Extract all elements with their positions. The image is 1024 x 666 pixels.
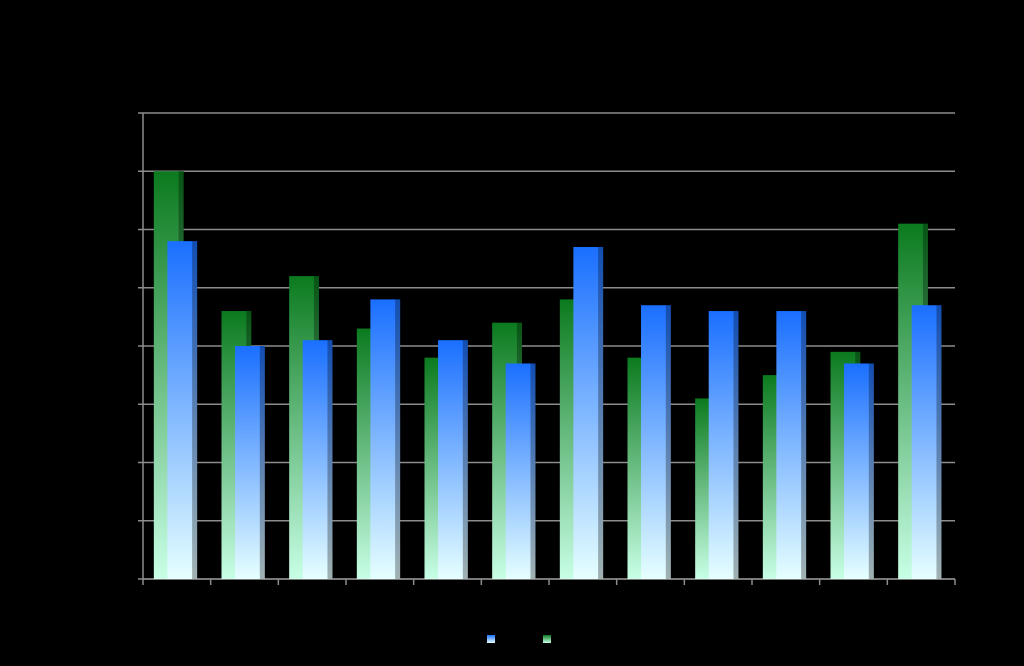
bar [641,305,671,579]
bar-side [327,340,333,579]
bar [235,346,265,579]
legend-marker [543,635,551,643]
bar [911,305,942,579]
bar [708,311,739,579]
bar [573,246,604,579]
bar-side [530,363,536,579]
bar-side [192,241,198,579]
bar-side [868,363,874,579]
bar-side [598,246,604,579]
bar [844,363,874,579]
bar-side [665,305,671,579]
bar-side [259,346,265,579]
bar-side [395,299,401,579]
bar [505,363,536,579]
bar-side [733,311,739,579]
bar [302,340,333,579]
bar [438,340,468,579]
bar-side [462,340,468,579]
bar-side [801,311,807,579]
bar [370,299,401,579]
legend-marker [487,635,495,643]
bar [776,311,807,579]
bar-side [936,305,942,579]
bar [167,241,198,579]
